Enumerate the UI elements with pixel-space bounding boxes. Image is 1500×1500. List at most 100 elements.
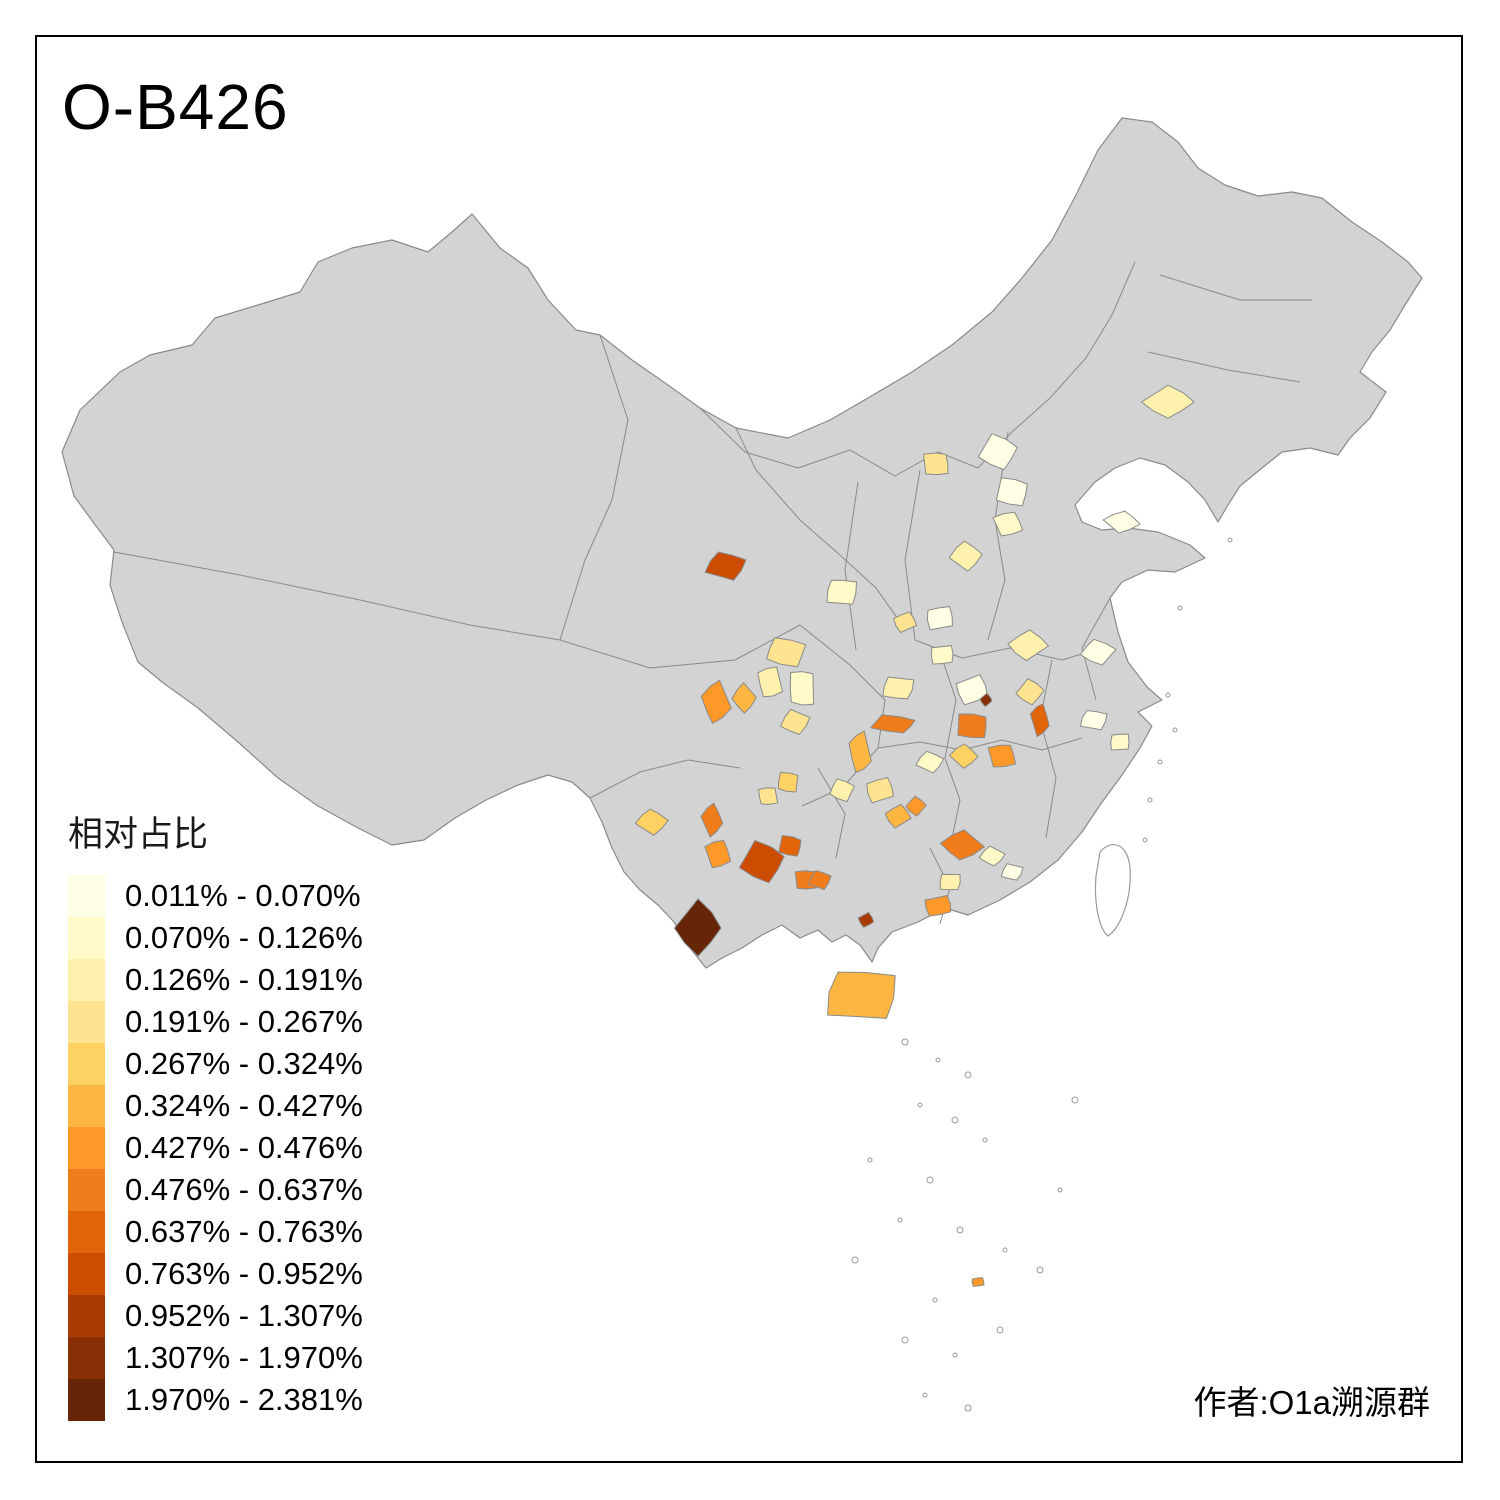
map-region [704,839,732,869]
legend-item: 0.126% - 0.191% [68,959,363,1001]
map-region [1029,703,1050,738]
map-region [957,713,987,739]
map-region [700,802,724,838]
legend-item: 0.763% - 0.952% [68,1253,363,1295]
legend-label: 0.011% - 0.070% [125,878,361,913]
legend-swatch [68,875,105,917]
map-region [948,540,983,572]
map-region [765,637,807,668]
map-region [866,777,895,804]
map-region [992,511,1024,537]
legend-label: 0.952% - 1.307% [125,1298,363,1333]
map-region [995,477,1028,507]
legend-item: 0.011% - 0.070% [68,875,363,917]
map-region [1102,510,1141,534]
legend: 相对占比 0.011% - 0.070% 0.070% - 0.126% 0.126… [68,806,363,1421]
legend-swatch [68,1043,105,1085]
legend-swatch [68,1211,105,1253]
map-region [922,452,949,476]
map-region [827,971,896,1019]
map-region [882,676,915,700]
legend-label: 0.476% - 0.637% [125,1172,363,1207]
legend-items: 0.011% - 0.070% 0.070% - 0.126% 0.126% - 0… [68,875,363,1421]
legend-item: 1.970% - 2.381% [68,1379,363,1421]
legend-swatch [68,1001,105,1043]
legend-item: 1.307% - 1.970% [68,1337,363,1379]
legend-item: 0.267% - 0.324% [68,1043,363,1085]
legend-swatch [68,917,105,959]
map-region [926,606,953,631]
legend-label: 0.267% - 0.324% [125,1046,363,1081]
map-region [778,835,802,857]
map-region [1079,638,1117,666]
credit-text: 作者:O1a溯源群 [1193,1384,1430,1421]
map-region [700,679,732,724]
map-region [848,730,872,774]
legend-item: 0.476% - 0.637% [68,1169,363,1211]
legend-item: 0.637% - 0.763% [68,1211,363,1253]
map-region [930,645,954,665]
map-region [857,911,875,928]
map-region [673,898,722,957]
legend-item: 0.952% - 1.307% [68,1295,363,1337]
map-region [939,873,961,891]
legend-swatch [68,1337,105,1379]
legend-item: 0.070% - 0.126% [68,917,363,959]
legend-swatch [68,1127,105,1169]
map-region [915,750,945,774]
map-region [905,795,927,817]
legend-label: 0.763% - 0.952% [125,1256,363,1291]
legend-label: 0.126% - 0.191% [125,962,363,997]
map-region [884,803,912,829]
map-region [758,787,779,805]
map-region [829,778,856,803]
map-region [777,771,799,793]
map-region [893,611,918,634]
map-region [779,708,811,735]
legend-item: 0.324% - 0.427% [68,1085,363,1127]
map-region [955,674,989,706]
map-region [971,1277,985,1288]
map-region [979,692,993,708]
map-region [977,433,1018,471]
map-region [1007,629,1050,662]
legend-label: 0.324% - 0.427% [125,1088,363,1123]
map-region [704,551,747,581]
map-region [978,845,1006,867]
legend-label: 1.970% - 2.381% [125,1382,363,1417]
legend-label: 0.427% - 0.476% [125,1130,363,1165]
map-region [987,744,1016,768]
legend-label: 0.070% - 0.126% [125,920,363,955]
map-region [1079,709,1108,731]
map-region [634,808,669,836]
legend-swatch [68,1253,105,1295]
south-china-sea-islands [851,537,1233,1412]
map-region [807,870,832,891]
map-region [731,681,757,714]
legend-label: 0.191% - 0.267% [125,1004,363,1039]
legend-swatch [68,1295,105,1337]
map-region [1110,733,1130,751]
legend-item: 0.427% - 0.476% [68,1127,363,1169]
colored-regions [634,384,1195,1288]
map-region [869,714,916,734]
map-region [826,579,858,605]
map-region [939,829,986,861]
map-region [757,666,784,698]
legend-label: 1.307% - 1.970% [125,1340,363,1375]
map-region [924,895,952,917]
legend-item: 0.191% - 0.267% [68,1001,363,1043]
page-title: O-B426 [62,71,289,143]
map-region [1000,863,1024,881]
map-region [948,743,979,769]
map-region [1140,384,1195,419]
map-region [789,671,815,706]
legend-swatch [68,1169,105,1211]
legend-label: 0.637% - 0.763% [125,1214,363,1249]
taiwan-island [1094,843,1131,937]
map-region [1015,678,1045,706]
legend-swatch [68,1085,105,1127]
legend-title: 相对占比 [68,815,209,854]
